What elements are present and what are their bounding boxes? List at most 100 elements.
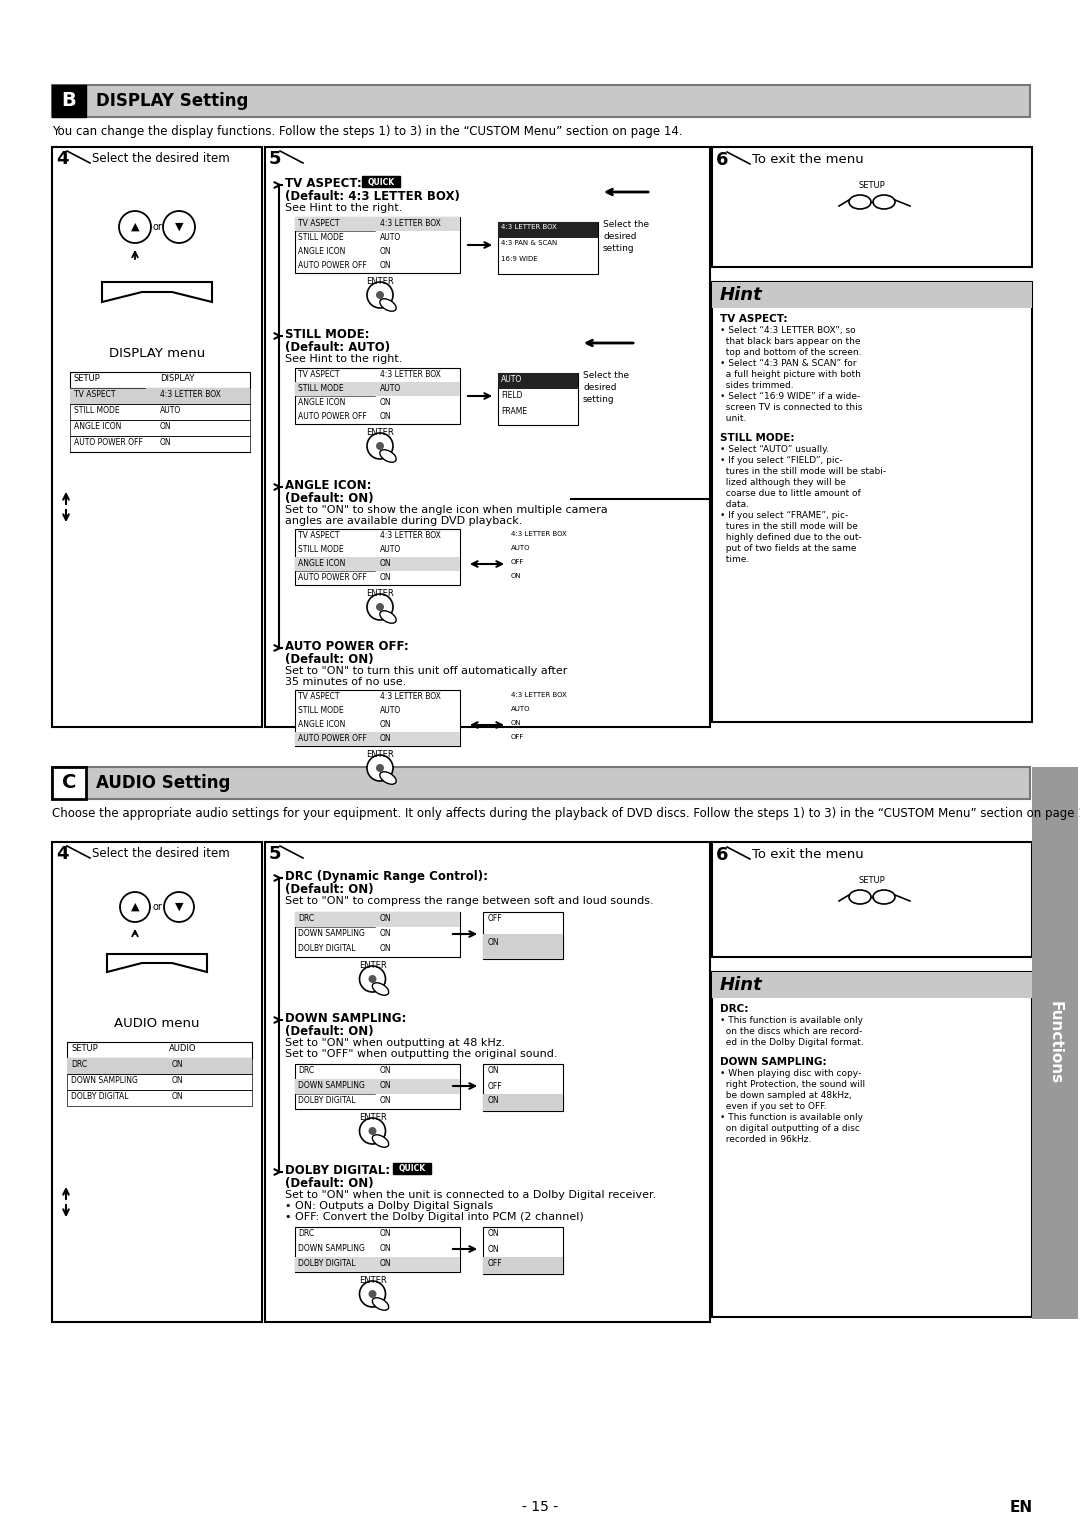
Bar [70,388,249,403]
Text: STILL MODE: STILL MODE [75,406,120,416]
Text: 4:3 PAN & SCAN: 4:3 PAN & SCAN [501,240,557,246]
Text: 4: 4 [56,845,68,863]
Text: DOWN SAMPLING:: DOWN SAMPLING: [720,1057,826,1067]
Text: OFF: OFF [511,559,525,565]
Circle shape [360,1280,386,1306]
Circle shape [367,432,393,458]
Text: DOWN SAMPLING: DOWN SAMPLING [71,1076,138,1085]
Text: TV ASPECT: TV ASPECT [75,390,116,399]
Ellipse shape [873,196,895,209]
Ellipse shape [380,299,396,312]
Text: highly defined due to the out-: highly defined due to the out- [720,533,862,542]
Text: ON: ON [488,1245,500,1254]
Text: ▼: ▼ [175,222,184,232]
Circle shape [120,892,150,921]
Text: - 15 -: - 15 - [522,1500,558,1514]
Text: FIELD: FIELD [501,391,523,400]
Bar [52,767,1030,799]
Text: even if you set to OFF.: even if you set to OFF. [720,1102,826,1111]
Text: ENTER: ENTER [359,1112,387,1122]
Text: AUTO POWER OFF: AUTO POWER OFF [75,439,143,448]
Text: TV ASPECT: TV ASPECT [298,692,339,701]
Text: (Default: ON): (Default: ON) [285,883,374,895]
Bar [712,283,1032,309]
Circle shape [368,1128,377,1135]
Text: or: or [152,902,162,912]
Text: DRC: DRC [298,1229,314,1238]
Bar [52,86,86,118]
Text: 4:3 LETTER BOX: 4:3 LETTER BOX [160,390,221,399]
Text: ENTER: ENTER [359,961,387,970]
Text: ON: ON [380,1229,392,1238]
Bar [712,972,1032,1317]
Text: SETUP: SETUP [859,876,886,885]
Text: ON: ON [511,573,522,579]
Bar [483,1063,563,1111]
Bar [483,1258,563,1274]
Text: AUTO: AUTO [380,232,402,241]
Text: Functions: Functions [1048,1001,1063,1085]
Text: Hint: Hint [720,286,762,304]
Text: 4:3 LETTER BOX: 4:3 LETTER BOX [511,532,567,536]
Text: • OFF: Convert the Dolby Digital into PCM (2 channel): • OFF: Convert the Dolby Digital into PC… [285,1212,584,1222]
Text: ON: ON [380,929,392,938]
Text: STILL MODE: STILL MODE [298,706,343,715]
Text: 4:3 LETTER BOX: 4:3 LETTER BOX [380,370,441,379]
Text: ENTER: ENTER [366,588,394,597]
Text: ON: ON [488,1067,500,1076]
Text: a full height picture with both: a full height picture with both [720,370,861,379]
Text: 5: 5 [269,845,282,863]
Text: 16:9 WIDE: 16:9 WIDE [501,257,538,261]
Text: • ON: Outputs a Dolby Digital Signals: • ON: Outputs a Dolby Digital Signals [285,1201,494,1212]
Circle shape [119,211,151,243]
Ellipse shape [380,611,396,623]
Text: ON: ON [380,720,392,729]
Text: DOWN SAMPLING: DOWN SAMPLING [298,1080,365,1089]
Text: top and bottom of the screen.: top and bottom of the screen. [720,348,862,358]
Text: ANGLE ICON:: ANGLE ICON: [285,478,372,492]
Text: ON: ON [380,1080,392,1089]
Text: SETUP: SETUP [859,180,886,189]
Bar [52,86,1030,118]
Text: STILL MODE: STILL MODE [298,545,343,555]
Text: Set to "ON" when outputting at 48 kHz.: Set to "ON" when outputting at 48 kHz. [285,1038,505,1048]
Text: STILL MODE: STILL MODE [298,384,343,393]
Bar [295,691,460,746]
Ellipse shape [873,889,895,905]
Text: ON: ON [380,559,392,568]
Bar [295,368,460,423]
Text: angles are available during DVD playback.: angles are available during DVD playback… [285,516,523,526]
Circle shape [376,604,384,611]
Text: QUICK: QUICK [399,1164,426,1174]
Text: (Default: ON): (Default: ON) [285,1177,374,1190]
Text: that black bars appear on the: that black bars appear on the [720,338,861,345]
Bar [295,1063,460,1109]
Bar [67,1089,252,1106]
Ellipse shape [373,1135,389,1148]
Text: ON: ON [160,422,172,431]
Text: ▲: ▲ [131,902,139,912]
Bar [362,176,400,186]
Text: 4:3 LETTER BOX: 4:3 LETTER BOX [380,532,441,539]
Text: Hint: Hint [720,976,762,995]
Bar [295,1227,460,1271]
Circle shape [360,966,386,992]
Text: DOLBY DIGITAL: DOLBY DIGITAL [298,944,355,953]
Text: screen TV is connected to this: screen TV is connected to this [720,403,862,413]
Text: ANGLE ICON: ANGLE ICON [298,720,346,729]
Text: • If you select “FIELD”, pic-: • If you select “FIELD”, pic- [720,455,842,465]
Text: ON: ON [380,261,392,270]
Text: • Select “16:9 WIDE” if a wide-: • Select “16:9 WIDE” if a wide- [720,393,861,400]
Text: 4: 4 [56,150,68,168]
Text: data.: data. [720,500,750,509]
Bar [295,382,460,396]
Ellipse shape [849,889,870,905]
Text: ed in the Dolby Digital format.: ed in the Dolby Digital format. [720,1038,864,1047]
Text: DRC: DRC [71,1060,87,1070]
Text: ▲: ▲ [131,222,139,232]
Text: Select the: Select the [603,220,649,229]
Bar [712,972,1032,998]
Text: ON: ON [511,720,522,726]
Text: TV ASPECT: TV ASPECT [298,219,339,228]
Text: ON: ON [172,1076,184,1085]
